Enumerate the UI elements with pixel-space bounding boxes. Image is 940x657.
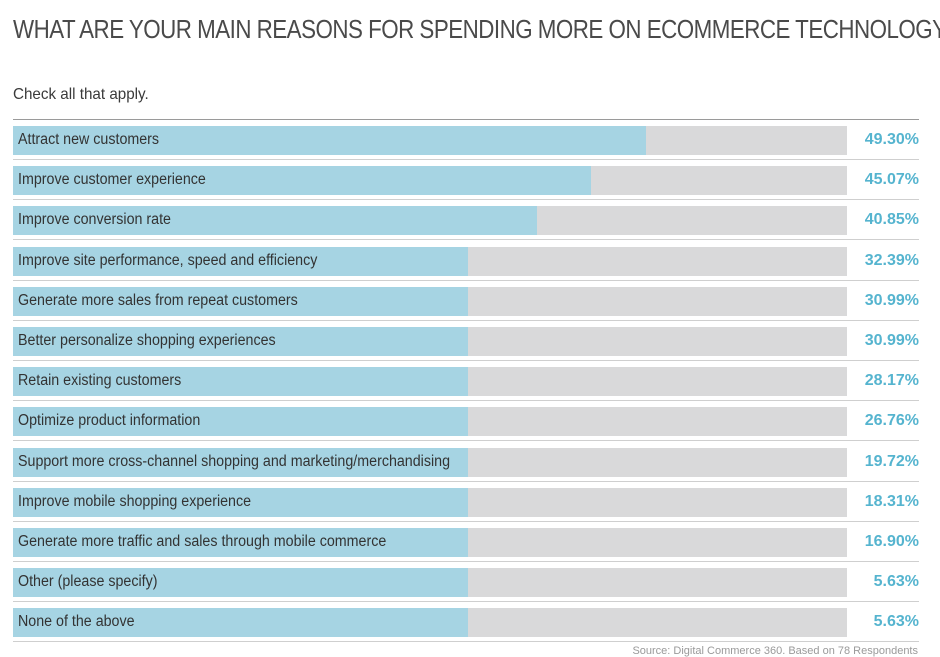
bar-value-label: 45.07% — [865, 171, 919, 189]
bar-value-label: 19.72% — [865, 453, 919, 471]
bar-value-label: 30.99% — [865, 332, 919, 350]
bar-value-label: 30.99% — [865, 292, 919, 310]
bar-label: Attract new customers — [18, 131, 159, 149]
bar-row: Generate more traffic and sales through … — [13, 522, 919, 562]
bar-row: Improve site performance, speed and effi… — [13, 241, 919, 281]
bar-value-label: 18.31% — [865, 493, 919, 511]
bar-row: None of the above 5.63% — [13, 602, 919, 642]
bar-label: Generate more sales from repeat customer… — [18, 292, 298, 310]
bar-value-label: 26.76% — [865, 412, 919, 430]
bar-value-label: 16.90% — [865, 533, 919, 551]
bar-label: Better personalize shopping experiences — [18, 332, 276, 350]
bar-label: Improve customer experience — [18, 171, 206, 189]
bar-label: Improve mobile shopping experience — [18, 493, 251, 511]
bar-value-label: 40.85% — [865, 211, 919, 229]
bar-row: Improve mobile shopping experience 18.31% — [13, 482, 919, 522]
bar-row: Attract new customers 49.30% — [13, 120, 919, 160]
row-divider — [13, 641, 919, 642]
bar-value-label: 32.39% — [865, 252, 919, 270]
bar-row: Retain existing customers 28.17% — [13, 361, 919, 401]
bar-row: Improve customer experience 45.07% — [13, 160, 919, 200]
bar-label: None of the above — [18, 613, 135, 631]
bar-value-label: 49.30% — [865, 131, 919, 149]
bar-row: Optimize product information 26.76% — [13, 401, 919, 441]
bar-row: Improve conversion rate 40.85% — [13, 200, 919, 240]
bar-row: Other (please specify) 5.63% — [13, 562, 919, 602]
source-note: Source: Digital Commerce 360. Based on 7… — [632, 645, 918, 657]
bar-value-label: 28.17% — [865, 372, 919, 390]
bar-value-label: 5.63% — [874, 573, 919, 591]
bar-label: Generate more traffic and sales through … — [18, 533, 386, 551]
bar-row: Generate more sales from repeat customer… — [13, 281, 919, 321]
bar-label: Retain existing customers — [18, 372, 181, 390]
bar-track — [13, 608, 847, 637]
bar-label: Support more cross-channel shopping and … — [18, 453, 450, 471]
bar-row: Support more cross-channel shopping and … — [13, 442, 919, 482]
bar-label: Improve conversion rate — [18, 211, 171, 229]
bar-label: Other (please specify) — [18, 573, 157, 591]
bar-label: Improve site performance, speed and effi… — [18, 252, 317, 270]
bar-label: Optimize product information — [18, 412, 200, 430]
bar-row: Better personalize shopping experiences 3… — [13, 321, 919, 361]
bar-value-label: 5.63% — [874, 613, 919, 631]
